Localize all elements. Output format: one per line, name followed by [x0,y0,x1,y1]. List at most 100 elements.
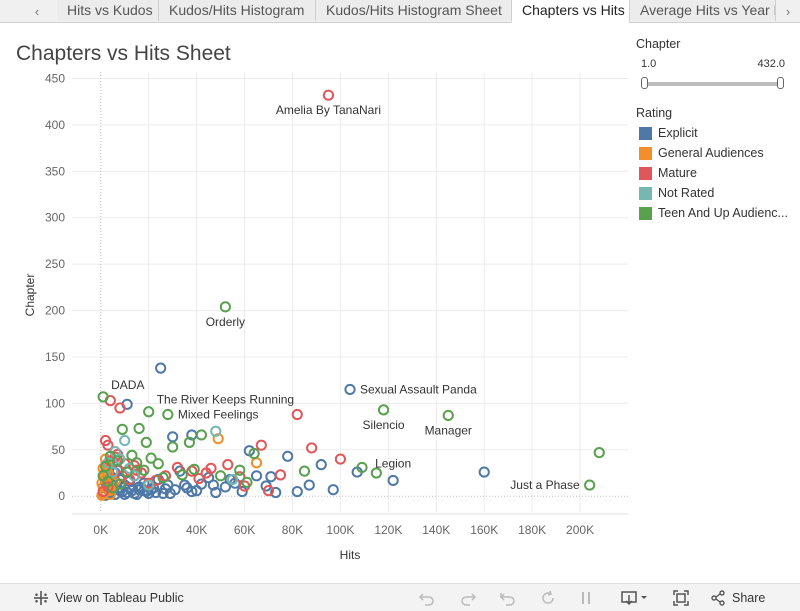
x-tick-label: 20K [138,523,159,537]
data-point [167,441,179,453]
point-annotation: Just a Phase [510,478,580,492]
tableau-logo-icon [34,590,48,605]
y-tick-label: 50 [52,443,66,457]
data-point [114,453,126,465]
pause-icon[interactable] [579,584,593,611]
legend-swatch [639,126,652,140]
legend-label: General Audiences [658,146,764,160]
data-point [179,479,191,491]
data-point [274,469,287,481]
y-axis-label: Chapter [23,274,37,317]
data-point [145,452,157,464]
point-annotation: Silencio [363,418,405,432]
point-annotation: Legion [375,456,411,470]
data-point [356,461,368,474]
refresh-icon[interactable] [539,584,557,611]
legend-item-not-rated[interactable]: Not Rated [639,186,714,200]
data-point [236,485,248,498]
chapter-range-slider[interactable] [645,82,781,86]
legend-item-mature[interactable]: Mature [639,166,697,180]
data-point [265,471,277,483]
x-tick-label: 200K [566,523,594,537]
data-point [157,472,169,484]
tab-kudos-hits-histogram[interactable]: Kudos/Hits Histogram [159,0,316,21]
revert-icon[interactable] [499,584,517,611]
tab-next-button[interactable]: › [776,0,800,22]
side-panel: Chapter [636,37,796,51]
data-point [150,486,162,499]
data-point [250,470,263,482]
data-point [121,466,133,478]
data-point [131,457,143,469]
data-point [322,89,335,101]
share-button[interactable]: Share [710,584,765,611]
view-on-tableau-public-link[interactable]: View on Tableau Public [33,584,184,611]
x-tick-label: 80K [282,523,303,537]
data-point [188,463,200,475]
data-point [183,436,196,448]
data-point [97,391,109,403]
bottom-toolbar: View on Tableau Public Share [0,583,800,611]
x-tick-label: 100K [326,523,354,537]
data-point [193,472,205,485]
chevron-left-icon: ‹ [34,3,40,19]
data-point [291,485,303,498]
range-min-label: 1.0 [641,58,657,70]
range-max-label: 432.0 [757,58,785,70]
x-tick-label: 120K [374,523,402,537]
legend-item-general-audiences[interactable]: General Audiences [639,146,764,160]
point-annotation: Manager [425,423,472,437]
data-point [584,479,596,491]
tab-kudos-hits-histogram-sheet[interactable]: Kudos/Hits Histogram Sheet [316,0,512,21]
data-point [114,402,126,414]
point-annotation: Orderly [206,315,245,329]
data-point [143,406,155,418]
data-point [370,467,382,479]
point-annotation: The River Keeps Running [157,393,294,407]
data-point [140,436,152,448]
data-point [212,433,224,445]
data-point [207,479,219,491]
data-point [327,484,339,496]
data-point [133,422,145,435]
filter-title: Chapter [636,37,681,51]
share-icon [711,589,725,606]
redo-icon[interactable] [459,584,477,611]
x-axis-label: Hits [340,548,361,562]
data-point [155,362,167,374]
legend-item-explicit[interactable]: Explicit [639,126,698,140]
range-slider-min-handle[interactable] [641,77,648,89]
data-point [135,467,148,479]
legend-item-teen-and-up[interactable]: Teen And Up Audienc... [639,206,788,220]
chevron-right-icon: › [785,3,791,19]
tab-prev-button[interactable]: ‹ [26,0,48,22]
data-point [282,450,294,462]
data-point [234,464,246,476]
data-point [181,482,193,494]
legend-title: Rating [636,106,673,120]
undo-icon[interactable] [418,584,436,611]
tab-hits-vs-kudos[interactable]: Hits vs Kudos [57,0,159,21]
x-tick-label: 60K [234,523,255,537]
data-point [162,408,174,421]
point-annotation: DADA [111,378,144,392]
y-tick-label: 250 [45,257,65,271]
download-icon[interactable] [620,584,650,611]
x-tick-label: 0K [93,523,108,537]
tab-average-hits-vs-year[interactable]: Average Hits vs Year P [630,0,776,21]
data-point [248,447,260,460]
tab-chapters-vs-hits[interactable]: Chapters vs Hits [512,0,630,23]
y-tick-label: 150 [45,350,65,364]
data-point [143,479,155,491]
page-title: Chapters vs Hits Sheet [16,42,231,65]
data-point [226,473,239,486]
range-slider-max-handle[interactable] [777,77,784,89]
fullscreen-icon[interactable] [673,584,689,611]
data-point [234,471,246,483]
data-point [210,425,222,437]
data-point [186,465,198,477]
data-point [176,469,188,481]
y-tick-label: 450 [45,71,65,85]
x-tick-label: 160K [470,523,498,537]
data-point [159,470,172,482]
